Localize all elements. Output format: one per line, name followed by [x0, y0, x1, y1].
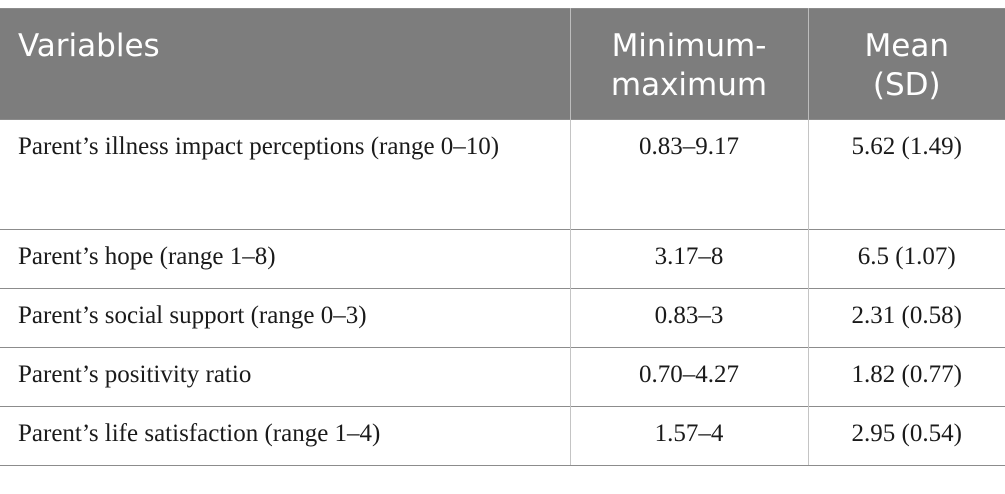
table-row: Parent’s positivity ratio 0.70–4.27 1.82…: [0, 347, 1005, 407]
table-row: Parent’s illness impact perceptions (ran…: [0, 119, 1005, 230]
header-min-max-line-1: Minimum-: [611, 28, 767, 64]
table-row: Parent’s hope (range 1–8) 3.17–8 6.5 (1.…: [0, 229, 1005, 289]
header-min-max-line-2: maximum: [610, 67, 768, 103]
header-variables: Variables: [0, 8, 570, 120]
header-mean-sd: Mean (SD): [807, 8, 1005, 120]
cell-variable: Parent’s illness impact perceptions (ran…: [0, 119, 570, 230]
cell-variable: Parent’s hope (range 1–8): [0, 229, 570, 289]
header-mean-sd-line-2: (SD): [872, 67, 941, 103]
header-min-max: Minimum-maximum: [569, 8, 808, 120]
table-header: Variables Minimum-maximum Mean (SD): [0, 8, 1005, 120]
table-body: Parent’s illness impact perceptions (ran…: [0, 119, 1005, 466]
cell-mean-sd: 2.31 (0.58): [807, 288, 1005, 348]
cell-mean-sd: 6.5 (1.07): [807, 229, 1005, 289]
table-row: Parent’s social support (range 0–3) 0.83…: [0, 288, 1005, 348]
cell-range: 1.57–4: [569, 406, 808, 466]
cell-variable: Parent’s positivity ratio: [0, 347, 570, 407]
header-row: Variables Minimum-maximum Mean (SD): [0, 8, 1005, 120]
header-mean-sd-line-1: Mean: [864, 28, 949, 64]
cell-range: 3.17–8: [569, 229, 808, 289]
cell-range: 0.83–9.17: [569, 119, 808, 230]
cell-range: 0.70–4.27: [569, 347, 808, 407]
cell-mean-sd: 5.62 (1.49): [807, 119, 1005, 230]
cell-variable: Parent’s life satisfaction (range 1–4): [0, 406, 570, 466]
cell-mean-sd: 1.82 (0.77): [807, 347, 1005, 407]
cell-range: 0.83–3: [569, 288, 808, 348]
cell-variable: Parent’s social support (range 0–3): [0, 288, 570, 348]
table-row: Parent’s life satisfaction (range 1–4) 1…: [0, 406, 1005, 466]
cell-mean-sd: 2.95 (0.54): [807, 406, 1005, 466]
descriptive-statistics-table: Variables Minimum-maximum Mean (SD) Paren…: [0, 8, 1005, 466]
